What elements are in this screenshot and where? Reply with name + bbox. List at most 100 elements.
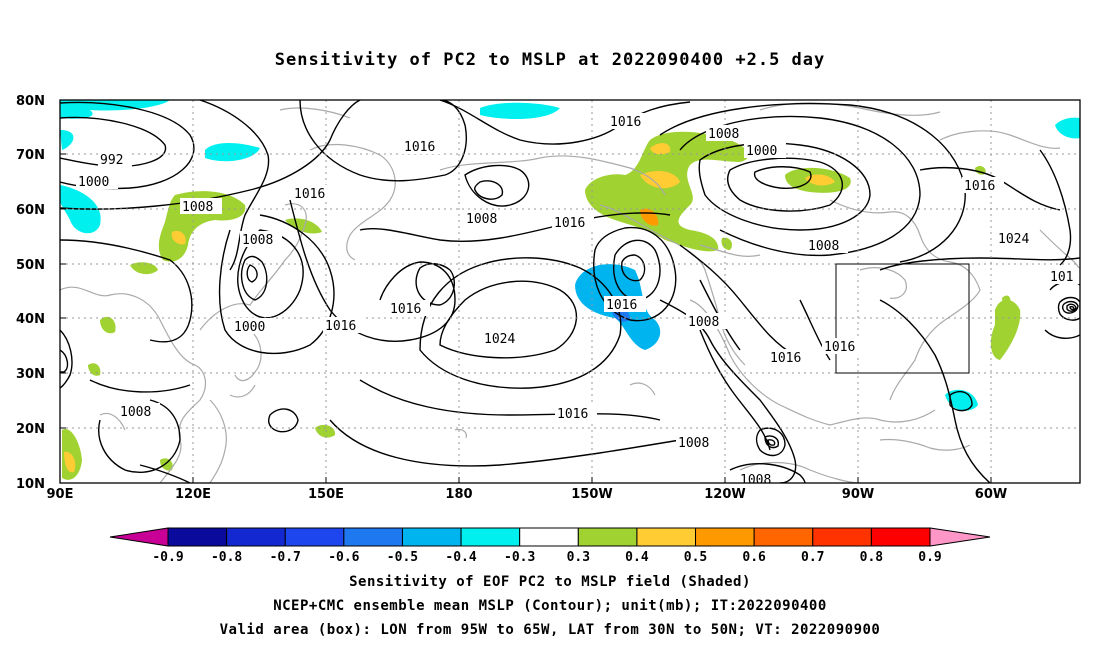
lon-label: 90E	[47, 487, 74, 502]
svg-text:1016: 1016	[554, 216, 585, 231]
svg-text:1016: 1016	[404, 140, 435, 155]
positive-patch	[171, 230, 186, 245]
lon-label: 180	[445, 487, 472, 502]
positive-patch	[160, 458, 173, 471]
svg-text:1016: 1016	[824, 340, 855, 355]
colorbar-cell	[167, 527, 228, 547]
colorbar-cell	[753, 527, 814, 547]
svg-text:1016: 1016	[325, 319, 356, 334]
colorbar-tick-label: -0.8	[211, 550, 242, 565]
svg-text:1016: 1016	[964, 179, 995, 194]
contour-label: 1016	[552, 214, 594, 231]
svg-text:101: 101	[1050, 270, 1073, 285]
svg-text:1008: 1008	[688, 315, 719, 330]
positive-patch	[64, 451, 76, 473]
svg-text:1024: 1024	[998, 232, 1029, 247]
positive-patch	[640, 170, 680, 189]
contour-label: 1008	[118, 403, 160, 420]
positive-patch	[130, 262, 158, 275]
colorbar-cell	[401, 527, 462, 547]
positive-patch	[285, 218, 322, 234]
tick-marks	[60, 99, 992, 483]
svg-text:1016: 1016	[390, 302, 421, 317]
contour-label: 1024	[482, 330, 524, 347]
svg-text:1016: 1016	[610, 115, 641, 130]
negative-patch	[945, 389, 978, 411]
colorbar-tick-label: -0.5	[387, 550, 418, 565]
colorbar-low-extend	[109, 527, 169, 547]
positive-patch	[650, 143, 671, 155]
contour-label: 1016	[768, 349, 810, 366]
colorbar-tick-label: 0.8	[860, 550, 884, 565]
contour-label: 1000	[232, 318, 274, 335]
lon-label: 90W	[842, 487, 874, 502]
positive-patch	[1002, 295, 1011, 305]
positive-patch	[990, 299, 1021, 360]
lat-label: 30N	[16, 367, 45, 382]
svg-text:1000: 1000	[746, 144, 777, 159]
svg-text:1024: 1024	[484, 332, 515, 347]
positive-patch	[585, 131, 749, 252]
colorbar: -0.9 -0.8 -0.7 -0.6 -0.5 -0.4 -0.3 0.3 0.4 0.5 0.6…	[109, 527, 991, 565]
map-title: Sensitivity of PC2 to MSLP at 2022090400…	[274, 50, 826, 70]
negative-patch	[1055, 117, 1080, 139]
svg-text:1016: 1016	[294, 187, 325, 202]
svg-text:1008: 1008	[242, 233, 273, 248]
colorbar-cell	[226, 527, 286, 547]
svg-text:1008: 1008	[120, 405, 151, 420]
colorbar-tick-label: -0.7	[270, 550, 301, 565]
colorbar-cell	[519, 527, 579, 547]
contour-label: 992	[98, 151, 132, 168]
colorbar-tick-label: 0.4	[625, 550, 649, 565]
colorbar-tick-label: -0.4	[445, 550, 476, 565]
lon-label: 120W	[704, 487, 745, 502]
lat-label: 50N	[16, 258, 45, 273]
latitude-labels: 80N 70N 60N 50N 40N 30N 20N 10N	[16, 94, 45, 492]
svg-text:1000: 1000	[234, 320, 265, 335]
lat-label: 80N	[16, 94, 45, 109]
svg-text:1016: 1016	[770, 351, 801, 366]
negative-patch	[480, 102, 560, 120]
positive-patch	[721, 237, 733, 250]
svg-text:1016: 1016	[557, 407, 588, 422]
negative-patch	[60, 130, 74, 150]
colorbar-cell	[870, 527, 931, 547]
svg-text:1008: 1008	[466, 212, 497, 227]
contour-label: 1008	[806, 237, 848, 254]
colorbar-cell	[695, 527, 755, 547]
svg-text:1000: 1000	[78, 175, 109, 190]
valid-area-box	[835, 263, 970, 374]
svg-text:1008: 1008	[740, 473, 771, 488]
colorbar-tick-label: -0.6	[328, 550, 359, 565]
caption-line-3: Valid area (box): LON from 95W to 65W, L…	[219, 622, 881, 638]
contour-label: 1016	[822, 338, 864, 355]
contour-label: 1016	[323, 317, 365, 334]
positive-patch	[100, 316, 116, 334]
colorbar-tick-label: -0.3	[504, 550, 535, 565]
positive-patch	[315, 424, 336, 438]
lat-label: 10N	[16, 477, 45, 492]
contour-label: 1000	[76, 173, 118, 190]
lat-label: 60N	[16, 203, 45, 218]
contour-label: 1016	[962, 177, 1004, 194]
contour-label: 1016	[292, 185, 334, 202]
colorbar-cell	[577, 527, 638, 547]
svg-text:1008: 1008	[182, 200, 213, 215]
positive-patch	[805, 174, 835, 186]
contour-label: 1008	[738, 471, 780, 488]
colorbar-cell	[343, 527, 403, 547]
colorbar-cell	[636, 527, 697, 547]
plot-frame	[59, 99, 1081, 484]
svg-text:992: 992	[100, 153, 123, 168]
contour-label: 1024	[996, 230, 1038, 247]
negative-patch	[60, 100, 170, 119]
contour-label: 1008	[240, 231, 282, 248]
caption-line-1: Sensitivity of EOF PC2 to MSLP field (Sh…	[349, 574, 751, 590]
svg-text:1008: 1008	[808, 239, 839, 254]
contour-label: 1008	[180, 198, 222, 215]
contour-label: 1000	[744, 142, 786, 159]
svg-text:1016: 1016	[606, 298, 637, 313]
contour-label: 1008	[706, 125, 748, 142]
svg-text:1008: 1008	[678, 436, 709, 451]
